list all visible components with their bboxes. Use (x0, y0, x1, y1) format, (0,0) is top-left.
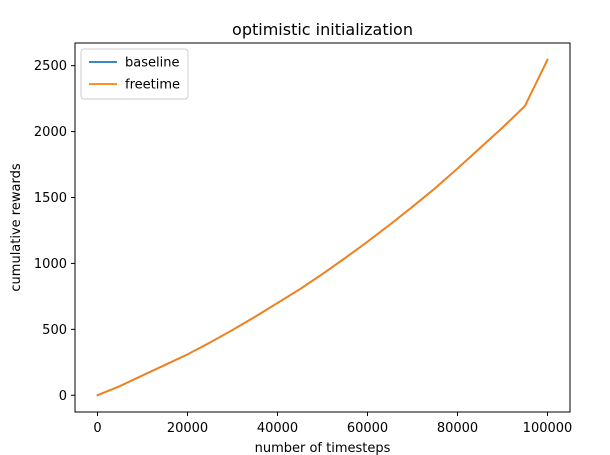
legend: baseline freetime (80, 48, 189, 100)
y-tick-label: 500 (42, 323, 67, 338)
y-tick-label: 1000 (34, 257, 67, 272)
y-tick-label: 2000 (34, 125, 67, 140)
series-line-baseline (96, 58, 549, 397)
legend-label-baseline: baseline (125, 56, 179, 71)
y-tick-label: 0 (59, 389, 67, 404)
legend-label-freetime: freetime (125, 78, 180, 93)
series-line-freetime (96, 58, 549, 397)
y-axis-title: cumulative rewards (9, 163, 24, 291)
x-tick-label: 0 (93, 421, 101, 436)
x-tick-label: 20000 (167, 421, 208, 436)
y-tick-label: 2500 (34, 59, 67, 74)
x-axis-title: number of timesteps (255, 441, 391, 455)
x-tick-label: 100000 (523, 421, 573, 436)
ticks-layer: 0 20000 40000 60000 80000 100000 0 500 1000 1500 2… (34, 59, 572, 436)
x-tick-label: 80000 (437, 421, 478, 436)
series-layer (96, 58, 549, 397)
plot-frame (74, 42, 571, 413)
x-tick-label: 60000 (347, 421, 388, 436)
y-tick-label: 1500 (34, 191, 67, 206)
chart-title: optimistic initialization (232, 20, 413, 39)
x-tick-label: 40000 (257, 421, 298, 436)
